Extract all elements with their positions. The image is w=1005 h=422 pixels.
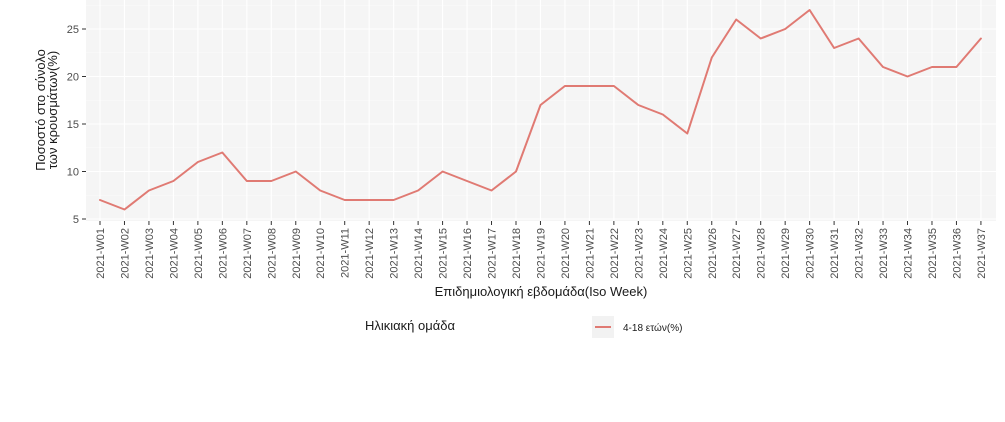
x-tick-label: 2021-W21 [584,228,596,279]
x-tick-label: 2021-W34 [903,228,915,279]
x-tick-label: 2021-W25 [682,228,694,279]
x-tick-label: 2021-W16 [462,228,474,279]
series-line-4-18 [99,9,982,211]
x-tick-label: 2021-W24 [658,228,670,279]
x-tick-label: 2021-W01 [95,228,107,279]
x-tick-label: 2021-W36 [951,228,963,279]
x-tick-label: 2021-W15 [438,228,450,279]
y-tick-label: 20 [67,72,79,84]
x-tick-label: 2021-W14 [413,228,425,279]
x-tick-label: 2021-W22 [609,228,621,279]
x-tick-label: 2021-W20 [560,228,572,279]
y-tick-label: 5 [73,214,79,226]
x-tick-label: 2021-W06 [217,228,229,279]
y-tick-label: 25 [67,24,79,36]
x-axis-title: Επιδημιολογική εβδομάδα(Iso Week) [435,284,648,299]
x-tick-label: 2021-W17 [487,228,499,279]
x-tick-label: 2021-W28 [756,228,768,279]
x-tick-label: 2021-W19 [535,228,547,279]
legend: Ηλικιακή ομάδα 4-18 ετών(%) [365,316,682,338]
x-tick-label: 2021-W27 [731,228,743,279]
x-tick-label: 2021-W13 [389,228,401,279]
x-tick-label: 2021-W02 [119,228,131,279]
x-axis: 2021-W01 2021-W02 2021-W03 2021-W04 2021-W05… [95,221,988,279]
x-tick-label: 2021-W07 [242,228,254,279]
x-tick-label: 2021-W32 [854,228,866,279]
x-tick-label: 2021-W37 [976,228,988,279]
y-tick-label: 15 [67,119,79,131]
x-tick-label: 2021-W35 [927,228,939,279]
x-tick-label: 2021-W08 [266,228,278,279]
x-tick-label: 2021-W03 [144,228,156,279]
x-tick-label: 2021-W11 [340,228,352,278]
y-axis-title-line1: Ποσοστό στο σύνολο [33,49,48,171]
y-axis-title-line2: των κρουσμάτων(%) [45,51,60,169]
x-tick-label: 2021-W04 [168,228,180,279]
y-axis: 5 10 15 20 25 [67,24,86,226]
x-tick-label: 2021-W33 [878,228,890,279]
x-tick-label: 2021-W09 [291,228,303,279]
x-tick-label: 2021-W30 [805,228,817,279]
x-tick-label: 2021-W29 [780,228,792,279]
y-tick-label: 10 [67,167,79,179]
y-axis-title: Ποσοστό στο σύνολο των κρουσμάτων(%) [33,49,60,171]
gridlines [86,0,996,221]
x-tick-label: 2021-W05 [193,228,205,279]
legend-title: Ηλικιακή ομάδα [365,318,455,333]
x-tick-label: 2021-W23 [633,228,645,279]
x-tick-label: 2021-W31 [829,228,841,279]
x-tick-label: 2021-W12 [364,228,376,279]
x-tick-label: 2021-W26 [707,228,719,279]
x-tick-label: 2021-W18 [511,228,523,279]
x-tick-label: 2021-W10 [315,228,327,279]
legend-label: 4-18 ετών(%) [623,322,682,334]
